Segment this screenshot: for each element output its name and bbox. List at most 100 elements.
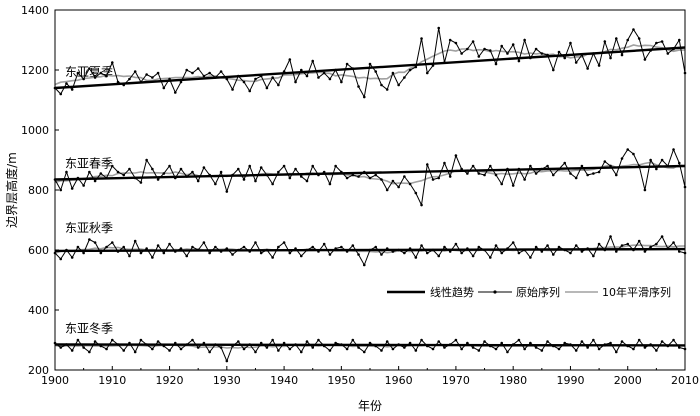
- raw-point: [380, 178, 383, 181]
- raw-point: [529, 164, 532, 168]
- raw-point: [500, 341, 504, 345]
- raw-point: [643, 58, 647, 61]
- raw-point: [620, 244, 624, 247]
- raw-point: [574, 61, 578, 64]
- raw-point: [139, 338, 143, 342]
- raw-point: [403, 76, 406, 79]
- raw-point: [483, 173, 486, 177]
- raw-point: [660, 40, 664, 43]
- raw-point: [408, 68, 412, 72]
- raw-point: [128, 254, 131, 258]
- raw-point: [540, 250, 544, 253]
- raw-point: [128, 77, 131, 81]
- raw-point: [242, 178, 246, 181]
- raw-point: [168, 349, 171, 352]
- raw-point: [397, 185, 400, 189]
- raw-point: [179, 80, 183, 84]
- raw-point: [242, 245, 246, 249]
- raw-point: [70, 349, 74, 352]
- raw-point: [374, 70, 378, 73]
- raw-point: [288, 251, 292, 255]
- raw-point: [391, 179, 395, 183]
- raw-point: [202, 241, 206, 244]
- raw-point: [156, 340, 160, 343]
- raw-point: [219, 346, 223, 349]
- raw-point: [299, 254, 303, 258]
- raw-point: [569, 41, 572, 45]
- raw-point: [454, 41, 458, 45]
- raw-point: [317, 338, 320, 342]
- raw-point: [345, 62, 349, 66]
- raw-point: [643, 250, 647, 253]
- raw-point: [110, 241, 114, 244]
- raw-point: [185, 68, 189, 72]
- raw-point: [477, 245, 481, 249]
- raw-point: [93, 179, 97, 183]
- raw-point: [362, 350, 366, 354]
- raw-point: [374, 173, 378, 177]
- raw-point: [517, 59, 521, 63]
- raw-point: [557, 347, 561, 351]
- raw-point: [523, 178, 526, 181]
- raw-point: [655, 349, 658, 352]
- raw-point: [168, 164, 171, 168]
- raw-point: [65, 82, 68, 85]
- raw-point: [288, 58, 292, 61]
- raw-point: [208, 71, 211, 75]
- raw-point: [660, 235, 664, 238]
- raw-point: [540, 52, 544, 55]
- raw-point: [208, 350, 211, 354]
- raw-point: [362, 95, 366, 99]
- raw-point: [643, 346, 647, 349]
- raw-point: [59, 346, 63, 349]
- raw-point: [483, 340, 486, 343]
- raw-point: [168, 242, 171, 246]
- raw-point: [620, 157, 624, 160]
- raw-point: [334, 341, 337, 345]
- raw-point: [162, 172, 166, 175]
- raw-point: [88, 170, 91, 174]
- raw-point: [122, 245, 126, 249]
- raw-point: [340, 245, 343, 249]
- raw-point: [357, 346, 360, 349]
- raw-point: [385, 340, 389, 343]
- raw-point: [609, 56, 612, 60]
- raw-point: [632, 152, 635, 156]
- raw-point: [557, 245, 561, 249]
- y-axis-ticks: 200 400 600 800 1000 1200 1400: [21, 4, 59, 377]
- y-tick-label: 1000: [21, 124, 49, 137]
- raw-point: [317, 76, 320, 79]
- raw-point: [534, 47, 538, 51]
- raw-point: [586, 173, 589, 177]
- raw-point: [82, 184, 85, 187]
- raw-point: [357, 175, 360, 178]
- x-axis-ticks: 1900 1910 1920 1930 1940 1950 1960 1970 1980 1990…: [41, 366, 699, 387]
- raw-point: [334, 164, 337, 168]
- raw-point: [431, 178, 435, 181]
- raw-point: [471, 346, 475, 349]
- raw-point: [655, 167, 658, 171]
- raw-point: [517, 251, 521, 255]
- raw-point: [460, 52, 463, 55]
- raw-point: [70, 187, 74, 190]
- raw-point: [219, 70, 223, 73]
- panel-4: 东亚冬季: [53, 321, 687, 363]
- raw-point: [580, 340, 584, 343]
- raw-point: [597, 170, 601, 174]
- raw-point: [414, 191, 418, 195]
- raw-point: [494, 173, 498, 177]
- raw-point: [88, 238, 91, 241]
- raw-point: [643, 188, 647, 192]
- raw-point: [563, 161, 567, 165]
- raw-point: [305, 74, 309, 78]
- raw-point: [162, 86, 166, 90]
- raw-point: [551, 68, 555, 72]
- raw-point: [626, 38, 630, 42]
- raw-point: [322, 71, 326, 75]
- raw-point: [328, 253, 332, 256]
- y-tick-label: 1400: [21, 4, 49, 17]
- raw-point: [156, 244, 160, 247]
- raw-point: [414, 256, 418, 259]
- raw-point: [294, 167, 297, 171]
